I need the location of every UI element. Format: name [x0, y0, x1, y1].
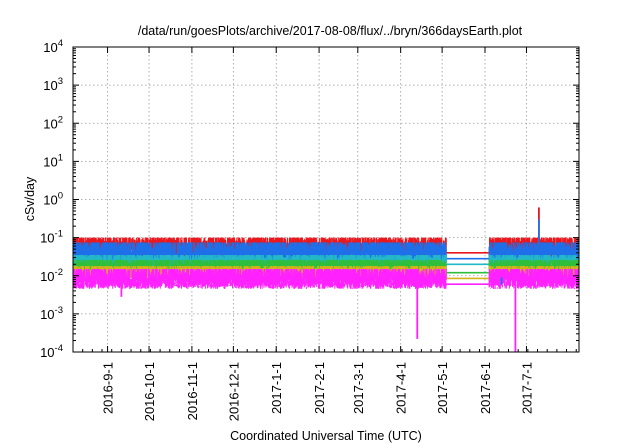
x-tick-label: 2017-3-1: [351, 362, 366, 414]
series-trace: [72, 269, 580, 289]
y-axis-label: cSv/day: [23, 176, 37, 221]
grid: [73, 47, 579, 352]
y-tick-label: 10-1: [40, 229, 63, 246]
x-tick-label: 2016-10-1: [142, 362, 157, 421]
data-series: [72, 207, 580, 352]
y-tick-label: 10-2: [40, 267, 63, 284]
x-tick-label: 2016-12-1: [226, 362, 241, 421]
x-tick-label: 2016-9-1: [101, 362, 116, 414]
y-tick-label: 101: [43, 152, 63, 169]
y-tick-label: 10-4: [40, 343, 63, 360]
x-tick-label: 2017-1-1: [269, 362, 284, 414]
y-tick-label: 103: [43, 76, 63, 93]
y-tick-label: 100: [43, 191, 63, 208]
x-axis-label: Coordinated Universal Time (UTC): [230, 429, 422, 443]
x-tick-label: 2017-5-1: [435, 362, 450, 414]
chart-title: /data/run/goesPlots/archive/2017-08-08/f…: [138, 24, 523, 38]
x-tick-label: 2016-11-1: [185, 362, 200, 420]
x-tick-label: 2017-6-1: [478, 362, 493, 414]
y-tick-label: 104: [43, 38, 63, 55]
y-axis: 10-4 10-3 10-2 10-1 100 101 102 103 104: [40, 38, 579, 360]
x-tick-label: 2017-4-1: [394, 362, 409, 414]
y-tick-label: 102: [43, 114, 63, 131]
series-line: [72, 269, 580, 289]
x-axis: 2016-9-1 2016-10-1 2016-11-1 2016-12-1 2017-…: [72, 47, 577, 421]
x-tick-label: 2017-2-1: [312, 362, 327, 414]
y-tick-label: 10-3: [40, 305, 63, 322]
x-tick-label: 2017-7-1: [519, 362, 534, 414]
